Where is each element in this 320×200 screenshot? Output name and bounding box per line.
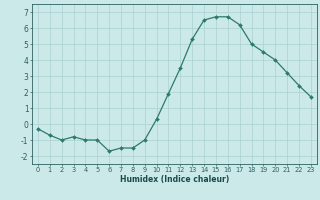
X-axis label: Humidex (Indice chaleur): Humidex (Indice chaleur) [120, 175, 229, 184]
